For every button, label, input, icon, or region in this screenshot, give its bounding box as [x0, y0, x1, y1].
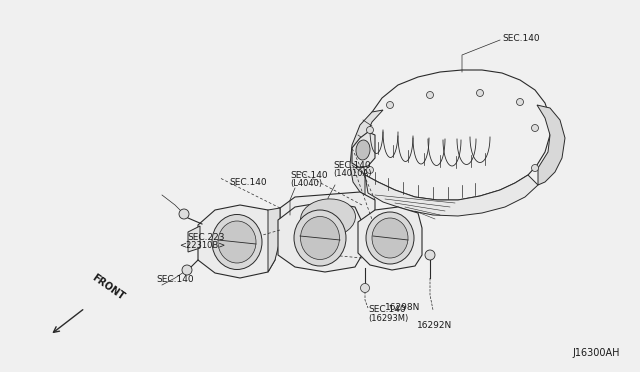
Circle shape	[182, 265, 192, 275]
Text: SEC.140: SEC.140	[333, 160, 371, 170]
Circle shape	[367, 126, 374, 134]
Ellipse shape	[301, 199, 355, 237]
Ellipse shape	[218, 221, 256, 263]
Text: (16293M): (16293M)	[368, 314, 408, 323]
Circle shape	[516, 99, 524, 106]
Polygon shape	[280, 192, 375, 240]
Text: SEC.140: SEC.140	[502, 33, 540, 42]
Text: SEC.140: SEC.140	[229, 177, 267, 186]
Polygon shape	[278, 202, 362, 272]
Text: SEC.223: SEC.223	[188, 232, 225, 241]
Circle shape	[531, 164, 538, 171]
Ellipse shape	[294, 210, 346, 266]
Circle shape	[477, 90, 483, 96]
Ellipse shape	[356, 140, 370, 160]
Polygon shape	[537, 105, 565, 185]
Text: SEC.140: SEC.140	[156, 276, 194, 285]
Polygon shape	[198, 205, 275, 278]
Circle shape	[426, 92, 433, 99]
Text: FRONT: FRONT	[90, 272, 126, 302]
Text: (L4040): (L4040)	[290, 179, 322, 187]
Polygon shape	[365, 175, 538, 216]
Polygon shape	[352, 132, 375, 168]
Text: SEC.140: SEC.140	[290, 170, 328, 180]
Ellipse shape	[372, 218, 408, 258]
Circle shape	[425, 250, 435, 260]
Polygon shape	[358, 207, 422, 270]
Circle shape	[367, 167, 374, 173]
Circle shape	[360, 283, 369, 292]
Ellipse shape	[212, 215, 262, 269]
Polygon shape	[350, 110, 383, 195]
Ellipse shape	[366, 212, 414, 264]
Polygon shape	[188, 226, 200, 252]
Ellipse shape	[301, 217, 339, 260]
Text: SEC.140: SEC.140	[368, 305, 406, 314]
Text: J16300AH: J16300AH	[573, 348, 620, 358]
Polygon shape	[268, 208, 280, 272]
Text: 16292N: 16292N	[417, 321, 452, 330]
Text: <22310B>: <22310B>	[179, 241, 225, 250]
Circle shape	[387, 102, 394, 109]
Text: (14010A): (14010A)	[333, 169, 371, 177]
Circle shape	[179, 209, 189, 219]
Text: 16298N: 16298N	[385, 304, 420, 312]
Circle shape	[531, 125, 538, 131]
Polygon shape	[360, 70, 550, 200]
